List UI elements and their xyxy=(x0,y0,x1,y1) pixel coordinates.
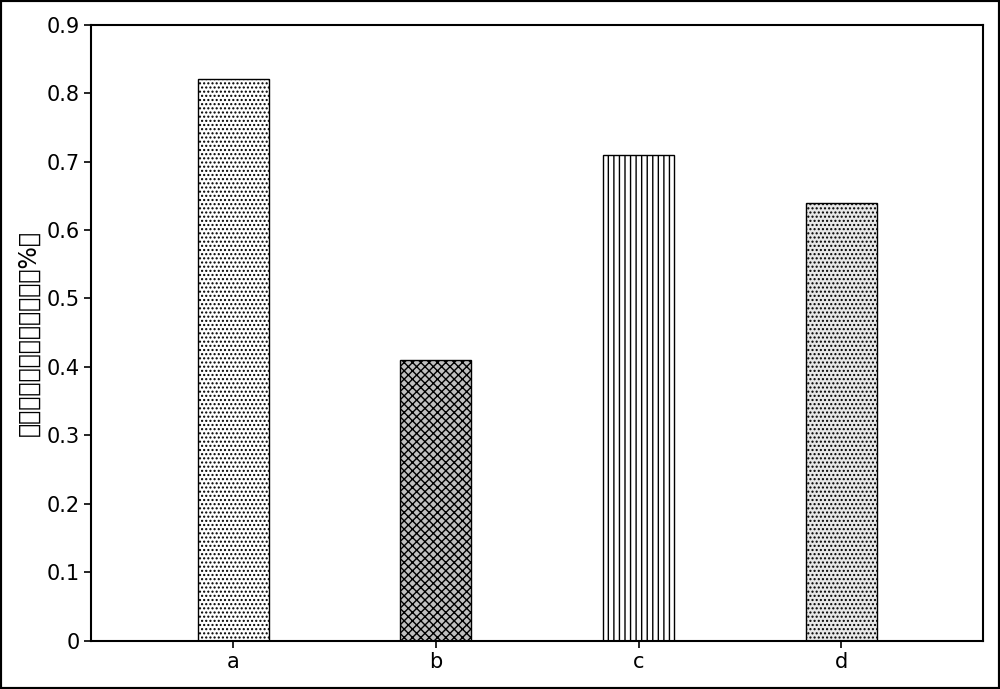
Y-axis label: 小管形成数目相对百分比（%）: 小管形成数目相对百分比（%） xyxy=(17,229,41,435)
Bar xyxy=(400,360,471,641)
Bar xyxy=(603,155,674,641)
Bar xyxy=(198,79,269,641)
Bar xyxy=(806,203,877,641)
